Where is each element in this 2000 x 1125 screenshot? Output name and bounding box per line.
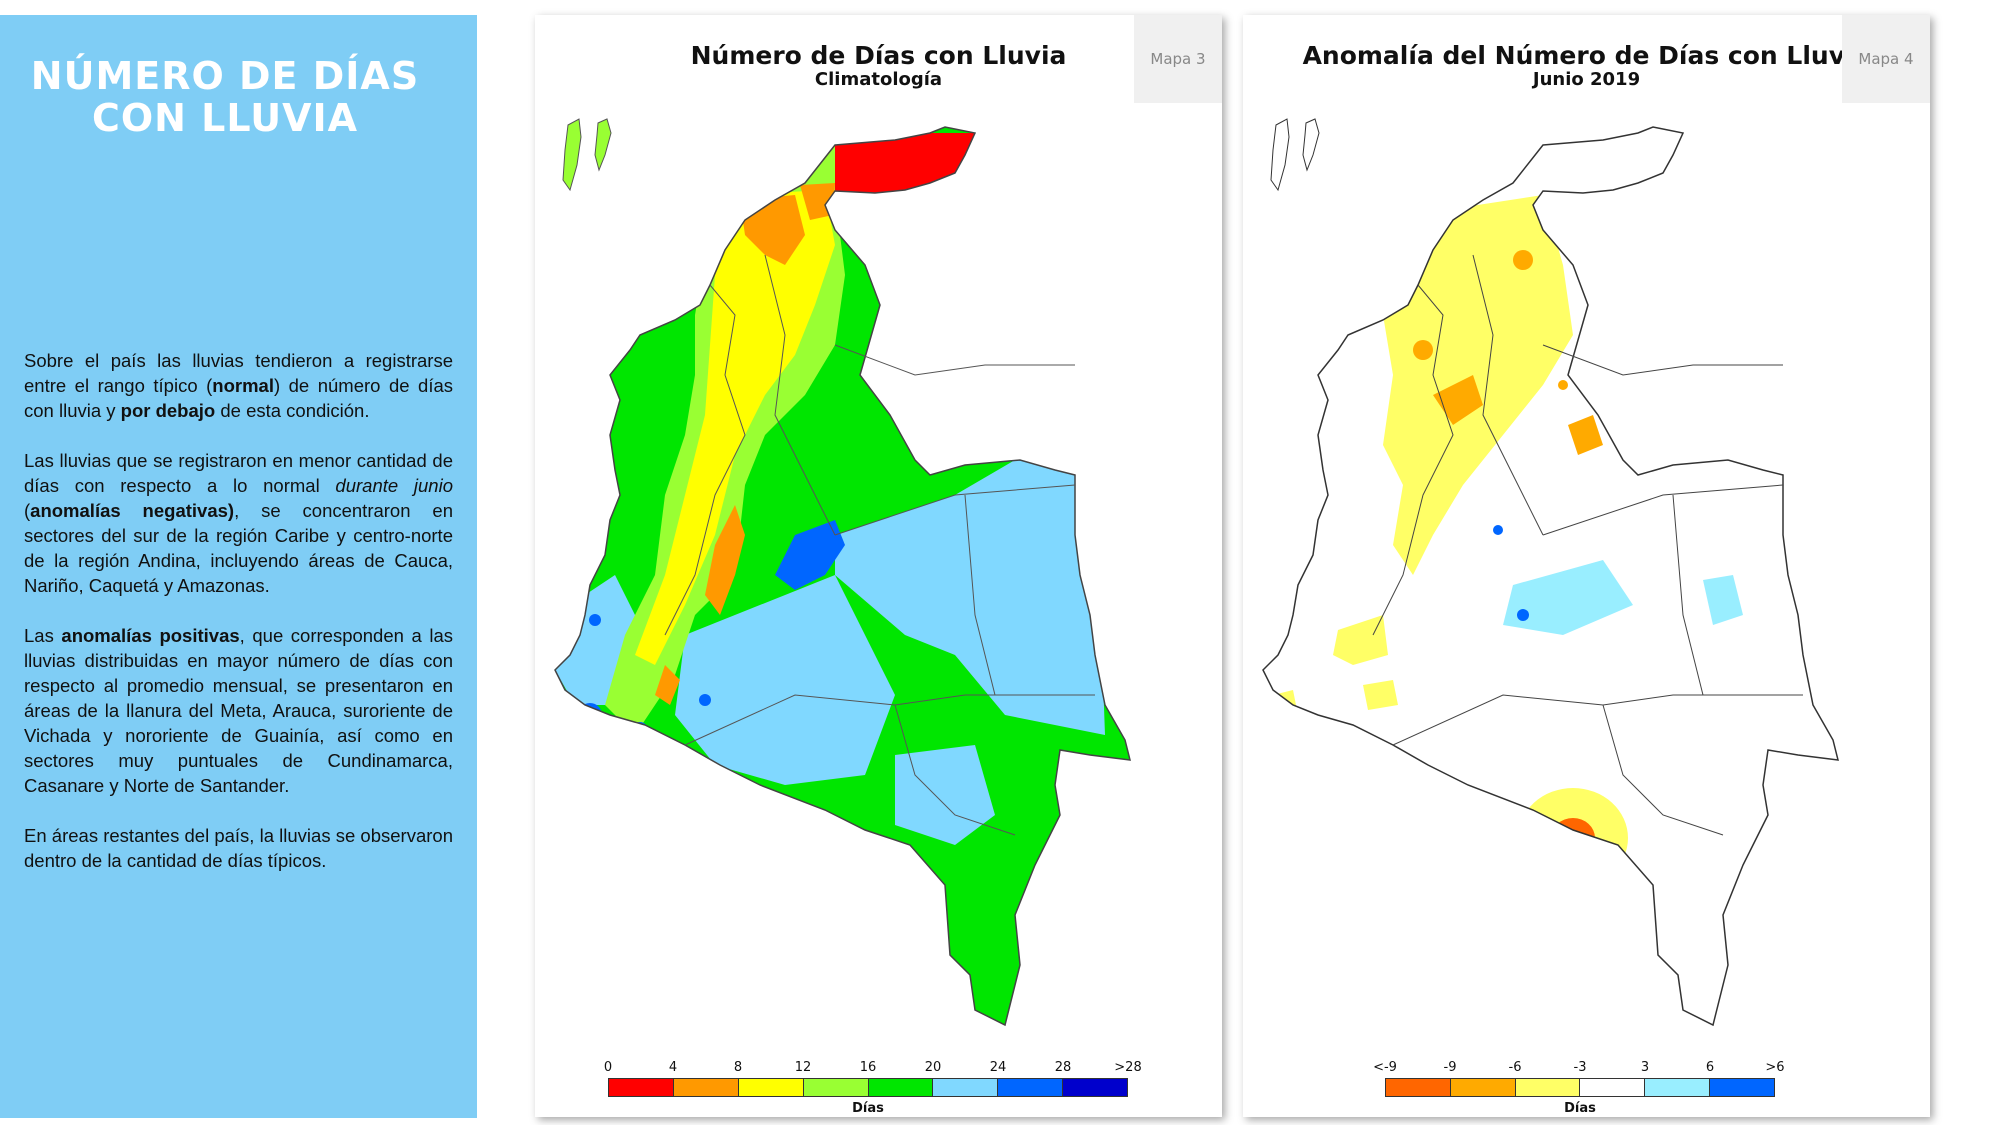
sidebar: NÚMERO DE DÍAS CON LLUVIA Sobre el país … — [0, 15, 477, 1118]
legend-tick-label: >6 — [1765, 1060, 1785, 1075]
map-3-legend-unit: Días — [852, 1101, 884, 1116]
map-3-legend-bar — [608, 1078, 1128, 1097]
legend-color-swatch — [609, 1079, 673, 1096]
sidebar-paragraph: En áreas restantes del país, la lluvias … — [24, 823, 453, 873]
legend-color-swatch — [1514, 1079, 1580, 1096]
legend-color-swatch — [1579, 1079, 1645, 1096]
legend-color-swatch — [867, 1079, 933, 1096]
legend-tick-label: -3 — [1573, 1060, 1587, 1075]
bold-text: por debajo — [120, 400, 216, 421]
legend-tick-label: >28 — [1114, 1060, 1142, 1075]
map-3-legend-ticks: 0 4 8 12 16 20 24 28 >28 — [604, 1060, 1142, 1078]
legend-color-swatch — [1062, 1079, 1127, 1096]
legend-color-swatch — [997, 1079, 1063, 1096]
paragraph-text: , que corresponden a las lluvias distrib… — [24, 625, 454, 796]
legend-color-swatch — [932, 1079, 998, 1096]
map-3-colombia-outline — [554, 126, 1131, 1027]
map-4-anomaly — [1262, 118, 1839, 1027]
legend-tick-label: 28 — [1054, 1060, 1072, 1075]
map-4-legend: <-9 -9 -6 -3 3 6 >6 Días — [1373, 1060, 1785, 1118]
map-4-department-borders — [1372, 254, 1803, 836]
paragraph-text: Las — [24, 625, 62, 646]
map-3-panel: Número de Días con Lluvia Climatología M… — [535, 15, 1222, 1117]
legend-color-swatch — [737, 1079, 803, 1096]
map-3-san-andres-islands — [562, 118, 612, 192]
map-3-title: Número de Días con Lluvia — [690, 41, 1067, 70]
paragraph-text: , se concentraron en sectores del sur de… — [24, 500, 453, 596]
map-3-climatology — [554, 118, 1131, 1027]
legend-tick-label: 12 — [794, 1060, 812, 1075]
sidebar-paragraph: Sobre el país las lluvias tendieron a re… — [24, 348, 453, 423]
paragraph-text: de esta condición. — [215, 400, 370, 421]
legend-color-swatch — [1709, 1079, 1774, 1096]
legend-tick-label: 3 — [1640, 1060, 1650, 1075]
sidebar-title: NÚMERO DE DÍAS CON LLUVIA — [30, 54, 420, 140]
sidebar-paragraph: Las lluvias que se registraron en menor … — [24, 448, 453, 598]
legend-tick-label: <-9 — [1373, 1060, 1397, 1075]
legend-tick-label: 4 — [668, 1060, 678, 1075]
paragraph-text: Sobre el país las lluvias tendieron a re… — [24, 350, 453, 396]
legend-tick-label: 16 — [859, 1060, 877, 1075]
legend-tick-label: 20 — [924, 1060, 942, 1075]
map-3-legend: 0 4 8 12 16 20 24 28 >28 Días — [604, 1060, 1142, 1118]
map-4-legend-unit: Días — [1564, 1101, 1596, 1116]
map-4-colombia-outline — [1262, 126, 1839, 1027]
paragraph-text: Las lluvias que se registraron en menor … — [24, 450, 453, 496]
legend-color-swatch — [672, 1079, 738, 1096]
bold-text: anomalías negativas) — [30, 500, 235, 521]
map-4-san-andres-islands — [1270, 118, 1320, 192]
map-4-raster — [1263, 127, 1838, 1025]
sidebar-body: Sobre el país las lluvias tendieron a re… — [24, 348, 453, 898]
paragraph-text: ( — [24, 500, 31, 521]
map-4-title: Anomalía del Número de Días con Lluvia — [1302, 41, 1871, 70]
paragraph-text: En áreas restantes del país, la lluvias … — [24, 825, 453, 871]
legend-tick-label: 24 — [989, 1060, 1007, 1075]
map-3-tag: Mapa 3 — [1134, 15, 1222, 103]
bold-text: normal — [212, 375, 274, 396]
map-3-department-borders — [664, 254, 1095, 836]
legend-tick-label: 6 — [1705, 1060, 1715, 1075]
legend-tick-label: 0 — [603, 1060, 613, 1075]
bold-text: anomalías positivas — [61, 625, 240, 646]
map-4-legend-bar — [1385, 1078, 1775, 1097]
legend-tick-label: -9 — [1443, 1060, 1457, 1075]
sidebar-paragraph: Las anomalías positivas, que corresponde… — [24, 623, 453, 798]
legend-tick-label: 8 — [733, 1060, 743, 1075]
legend-tick-label: -6 — [1508, 1060, 1522, 1075]
paragraph-text: ) de número de días con lluvia y — [24, 375, 453, 421]
map-4-legend-ticks: <-9 -9 -6 -3 3 6 >6 — [1373, 1060, 1785, 1078]
map-4-panel: Anomalía del Número de Días con Lluvia J… — [1243, 15, 1930, 1117]
map-3-raster — [555, 127, 1130, 1025]
legend-color-swatch — [1449, 1079, 1515, 1096]
legend-color-swatch — [802, 1079, 868, 1096]
map-4-tag: Mapa 4 — [1842, 15, 1930, 103]
map-3-subtitle: Climatología — [814, 69, 943, 90]
legend-color-swatch — [1386, 1079, 1450, 1096]
map-4-subtitle: Junio 2019 — [1532, 69, 1641, 90]
legend-color-swatch — [1644, 1079, 1710, 1096]
italic-text: durante junio — [335, 475, 453, 496]
